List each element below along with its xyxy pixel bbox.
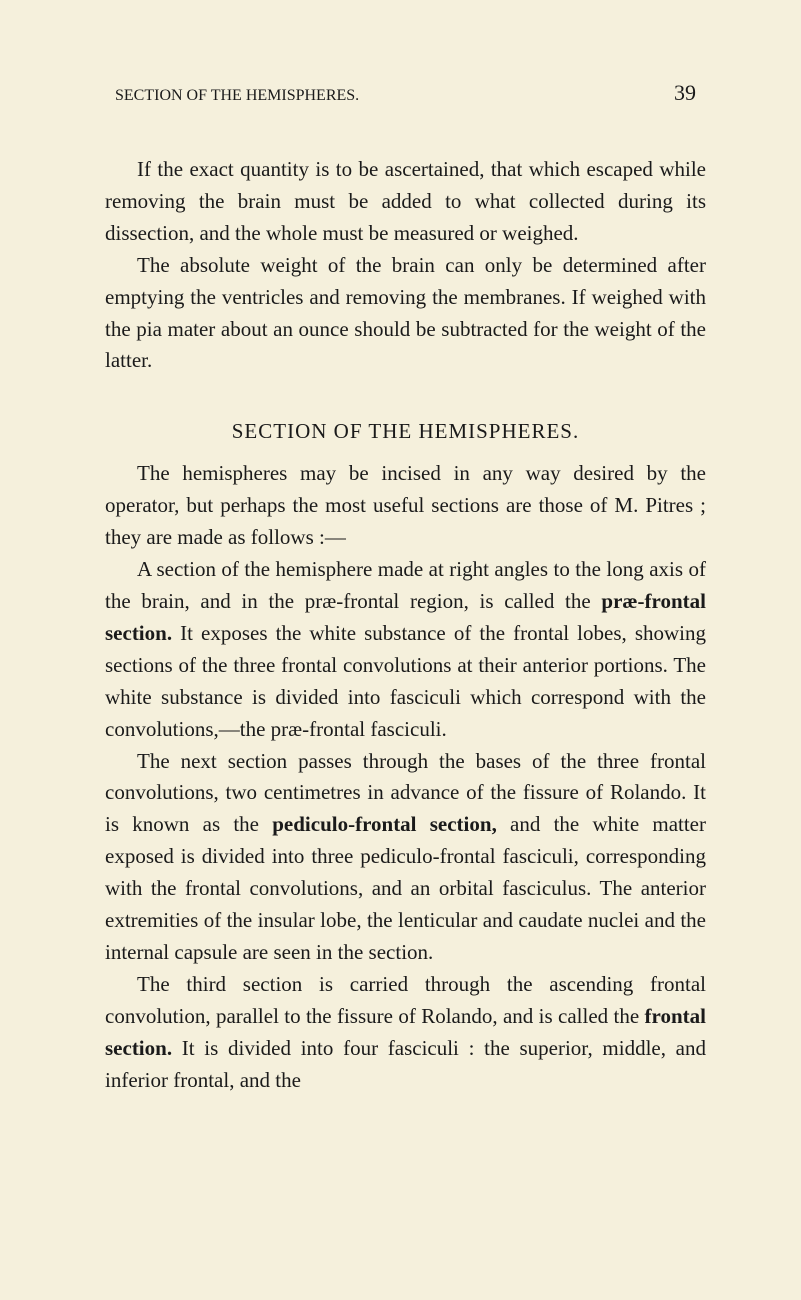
paragraph-1: If the exact quantity is to be ascertain… xyxy=(105,154,706,250)
page-header: SECTION OF THE HEMISPHERES. 39 xyxy=(105,80,706,106)
paragraph-5: The next section passes through the base… xyxy=(105,746,706,969)
paragraph-4: A section of the hemisphere made at righ… xyxy=(105,554,706,745)
page-number: 39 xyxy=(674,80,696,106)
section-spacer xyxy=(105,377,706,419)
para6-pre: The third section is carried through the… xyxy=(105,972,706,1028)
paragraph-6: The third section is carried through the… xyxy=(105,969,706,1097)
para4-post: It exposes the white substance of the fr… xyxy=(105,621,706,741)
paragraph-2: The absolute weight of the brain can onl… xyxy=(105,250,706,378)
para6-post: It is divided into four fasciculi : the … xyxy=(105,1036,706,1092)
running-head: SECTION OF THE HEMISPHERES. xyxy=(115,87,359,105)
paragraph-3: The hemispheres may be incised in any wa… xyxy=(105,458,706,554)
section-title: SECTION OF THE HEMISPHERES. xyxy=(105,419,706,444)
pediculo-frontal-bold: pediculo-frontal section, xyxy=(272,812,497,836)
